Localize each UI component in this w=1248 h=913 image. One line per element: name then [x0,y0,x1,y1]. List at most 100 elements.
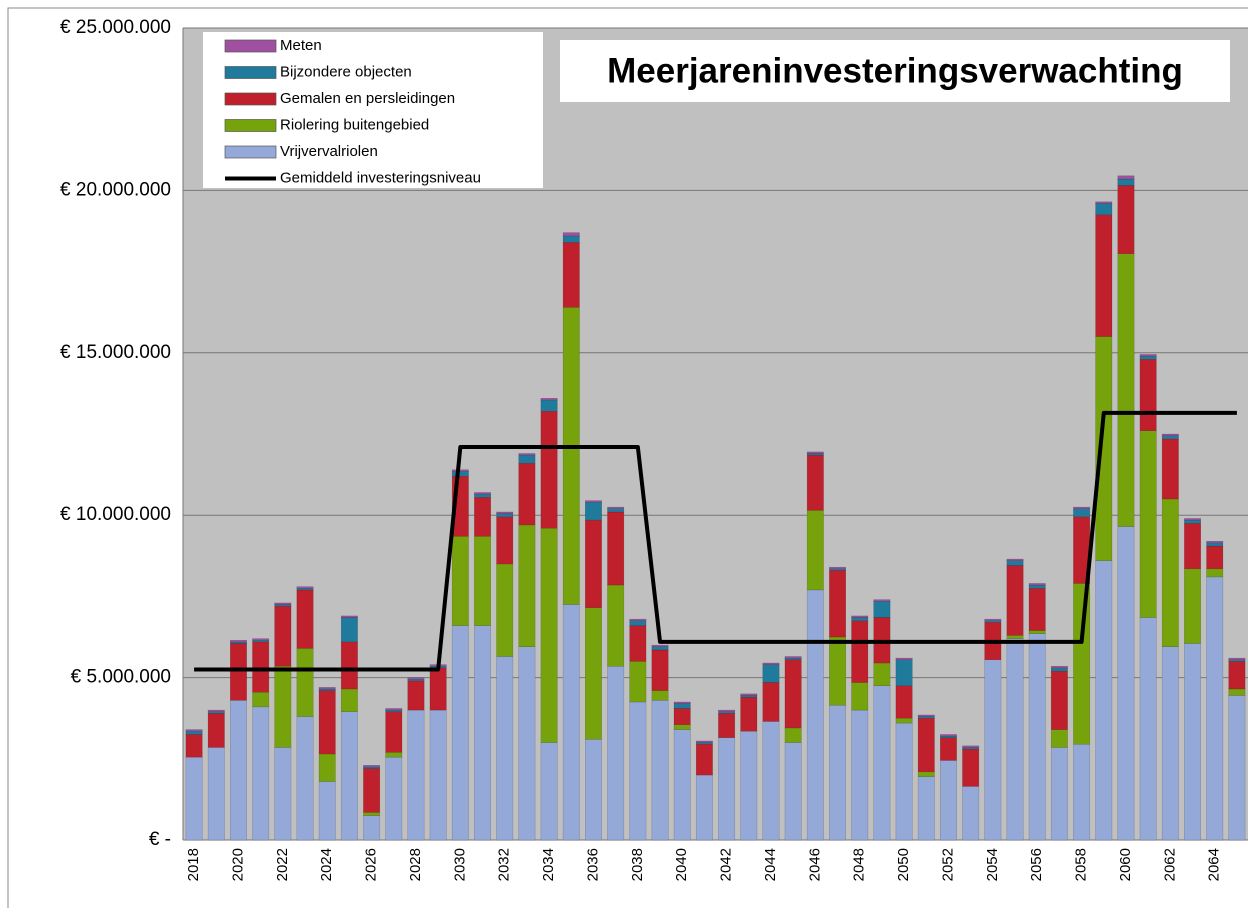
bar-segment [385,711,403,753]
bar-segment [252,641,270,693]
legend-swatch [224,39,277,53]
bar-segment [1139,617,1157,841]
bar-segment [1006,558,1024,561]
bar-segment [1206,568,1224,578]
bar-segment [363,768,381,813]
bar-segment [629,618,647,622]
y-tick-label: € 15.000.000 [60,342,171,363]
bar-segment [962,745,980,748]
bar-segment [895,722,913,841]
bar-segment [207,747,225,841]
bar-segment [1206,540,1224,544]
bar-segment [607,511,625,586]
bar-segment [407,680,425,711]
bar-segment [1117,526,1135,841]
bar-segment [873,662,891,686]
bar-segment [607,584,625,667]
x-tick-label: 2024 [318,848,335,881]
bar-segment [651,700,669,841]
bar-segment [607,508,625,513]
bar-segment [1117,253,1135,527]
bar-segment [784,659,802,729]
bar-segment [230,700,247,841]
bar-segment [1228,695,1246,841]
bar-segment [940,760,957,841]
bar-segment [363,812,381,816]
bar-segment [1095,336,1113,561]
bar-segment [540,742,558,841]
bar-segment [1073,508,1091,518]
bar-segment [740,730,758,841]
bar-segment [1050,670,1068,730]
bar-segment [496,516,514,565]
bar-segment [1028,630,1046,635]
bar-segment [1184,523,1201,570]
bar-segment [1006,635,1024,639]
bar-segment [629,661,647,703]
bar-segment [962,786,980,841]
bar-segment [318,753,336,782]
x-tick-label: 2048 [851,848,868,881]
bar-segment [1073,743,1091,841]
x-tick-label: 2042 [718,848,735,881]
bar-segment [673,701,691,704]
bar-segment [230,643,247,701]
bar-segment [474,625,491,841]
bar-segment [917,771,935,777]
bar-segment [274,602,292,605]
bar-segment [230,639,247,643]
x-tick-label: 2058 [1073,848,1090,881]
bar-segment [274,747,292,841]
x-tick-label: 2020 [229,848,246,881]
bar-segment [252,638,270,641]
bar-segment [718,709,736,712]
bar-segment [829,636,846,706]
x-tick-label: 2054 [984,848,1001,881]
bar-segment [1161,433,1179,436]
bar-segment [895,717,913,724]
bar-segment [1161,498,1179,647]
bar-segment [1050,665,1068,669]
bar-segment [474,536,491,626]
legend-label: Vrijvervalriolen [280,143,378,160]
bar-segment [784,742,802,841]
bar-segment [695,740,713,743]
y-tick-label: € - [149,829,171,850]
y-tick-label: € 5.000.000 [71,667,171,688]
bar-segment [762,664,780,683]
bar-segment [1206,542,1224,547]
bar-segment [651,644,669,647]
bar-segment [629,701,647,841]
bar-segment [474,497,491,537]
bar-segment [806,589,824,841]
bar-segment [518,453,536,456]
bar-segment [540,399,558,412]
bar-segment [1050,747,1068,841]
bar-segment [540,398,558,401]
bar-segment [629,620,647,626]
bar-segment [340,615,358,618]
bar-segment [429,667,447,711]
bar-segment [318,687,336,690]
bar-segment [784,727,802,743]
bar-segment [851,617,869,622]
x-tick-label: 2034 [540,848,557,881]
bar-segment [917,776,935,841]
bar-segment [1228,657,1246,660]
bar-segment [984,618,1002,622]
bar-segment [1006,565,1024,636]
bar-segment [318,690,336,755]
x-tick-label: 2032 [496,848,513,881]
bar-segment [585,739,602,841]
bar-segment [340,688,358,712]
bar-segment [318,781,336,841]
bar-segment [1095,214,1113,337]
bar-segment [274,605,292,667]
x-tick-label: 2044 [762,848,779,881]
bar-segment [340,711,358,841]
bar-segment [1050,729,1068,748]
average-line [194,410,1237,672]
bar-segment [185,730,203,735]
bar-segment [651,649,669,691]
